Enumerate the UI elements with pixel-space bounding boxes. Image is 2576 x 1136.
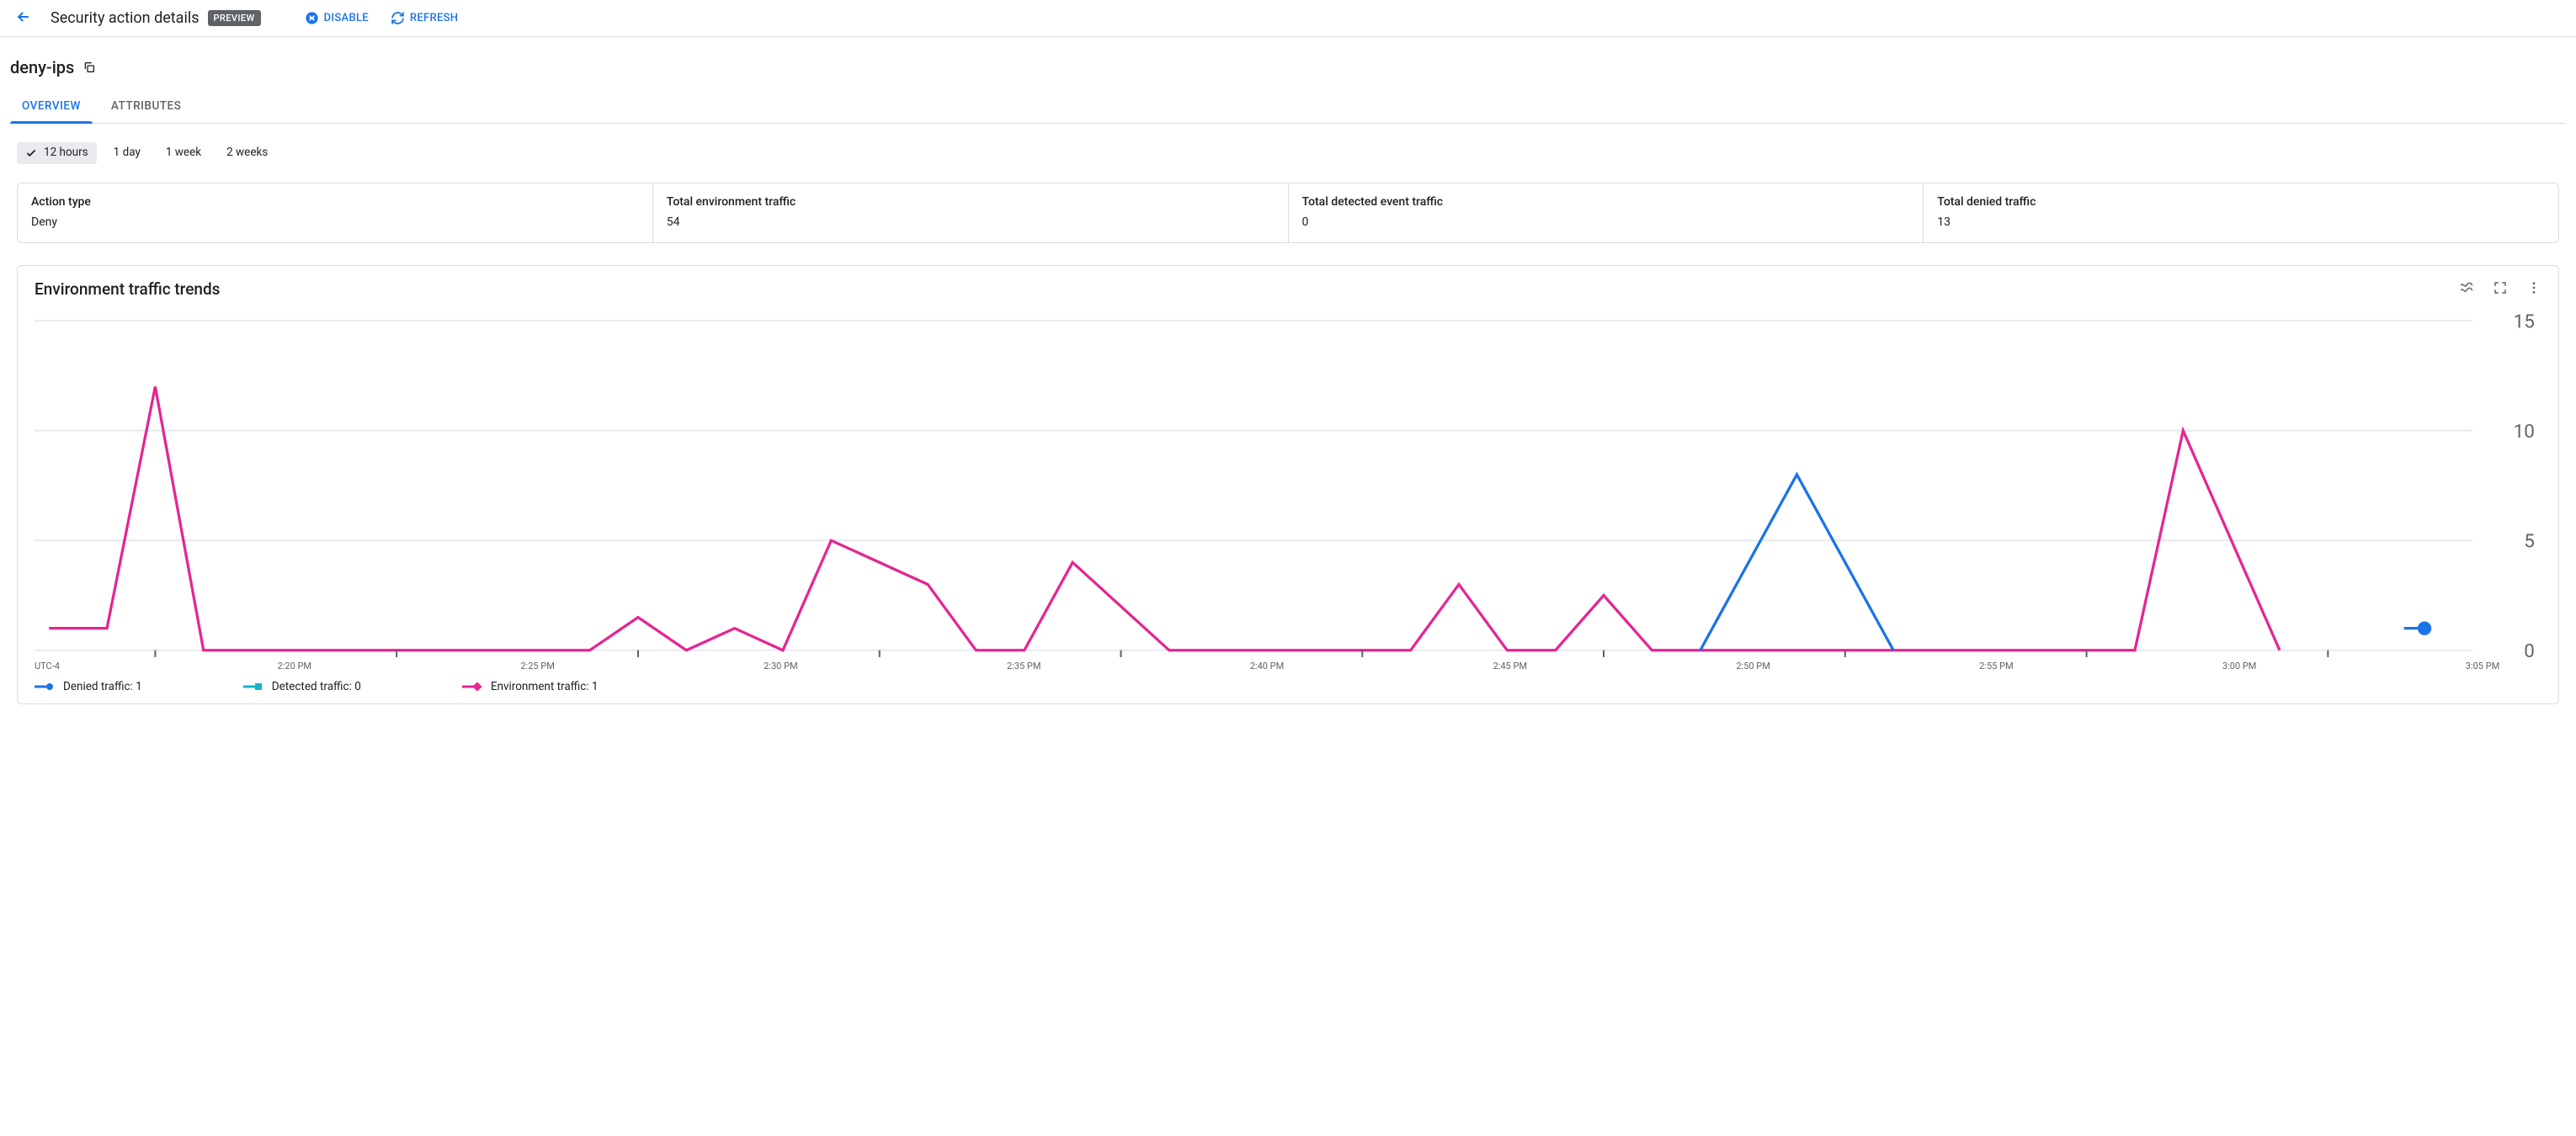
svg-text:0: 0: [2524, 640, 2535, 657]
legend-denied-value: 1: [136, 680, 142, 693]
back-button[interactable]: [12, 5, 35, 32]
summary-action-type: Action type Deny: [18, 183, 652, 242]
refresh-button[interactable]: REFRESH: [391, 11, 458, 25]
check-icon: [25, 147, 37, 159]
rule-name: deny-ips: [10, 57, 74, 77]
x-tick: 2:55 PM: [1971, 661, 2021, 672]
legend-detected[interactable]: Detected traffic: 0: [243, 680, 361, 693]
page-header: Security action details PREVIEW DISABLE …: [0, 0, 2576, 37]
range-1d-label: 1 day: [114, 147, 141, 159]
summary-env-traffic: Total environment traffic 54: [652, 183, 1288, 242]
x-tick: 2:25 PM: [513, 661, 563, 672]
x-tick: 2:40 PM: [1242, 661, 1292, 672]
page-title: Security action details: [51, 9, 200, 27]
summary-row: Action type Deny Total environment traff…: [17, 183, 2559, 243]
summary-env-traffic-value: 54: [667, 215, 1275, 229]
legend-icon: [2459, 280, 2474, 295]
range-1w-label: 1 week: [166, 147, 201, 159]
summary-action-type-value: Deny: [31, 215, 639, 229]
x-tick: 2:20 PM: [269, 661, 320, 672]
legend-detected-value: 0: [354, 680, 361, 693]
disable-label: DISABLE: [324, 12, 369, 24]
chart-legend-toggle[interactable]: [2459, 280, 2474, 299]
summary-env-traffic-label: Total environment traffic: [667, 195, 1275, 209]
summary-denied: Total denied traffic 13: [1923, 183, 2558, 242]
chart-x-axis: UTC-4 2:20 PM 2:25 PM 2:30 PM 2:35 PM 2:40 P…: [35, 661, 2541, 672]
legend-denied-swatch: [35, 682, 56, 692]
summary-detected-value: 0: [1302, 215, 1910, 229]
fullscreen-icon: [2493, 280, 2508, 295]
range-12h[interactable]: 12 hours: [17, 142, 97, 164]
chart-plot: 0 5 10 15: [35, 314, 2541, 657]
svg-text:15: 15: [2514, 314, 2535, 332]
arrow-left-icon: [15, 8, 32, 25]
chart-timezone: UTC-4: [35, 661, 77, 672]
range-2w-label: 2 weeks: [226, 147, 268, 159]
range-1w[interactable]: 1 week: [157, 142, 210, 164]
x-tick: 2:45 PM: [1485, 661, 1535, 672]
legend-denied-label: Denied traffic: [63, 680, 130, 693]
tabs: OVERVIEW ATTRIBUTES: [10, 99, 2566, 124]
chart-legend: Denied traffic: 1 Detected traffic: 0 En…: [35, 680, 2541, 693]
summary-detected-label: Total detected event traffic: [1302, 195, 1910, 209]
chart-more-menu[interactable]: [2526, 280, 2541, 299]
svg-text:10: 10: [2514, 421, 2535, 443]
legend-denied[interactable]: Denied traffic: 1: [35, 680, 142, 693]
tab-attributes[interactable]: ATTRIBUTES: [111, 99, 181, 123]
x-tick: 3:05 PM: [2457, 661, 2508, 672]
legend-environment-value: 1: [592, 680, 599, 693]
legend-environment[interactable]: Environment traffic: 1: [462, 680, 599, 693]
copy-icon: [82, 61, 96, 74]
legend-environment-swatch: [462, 682, 484, 692]
range-12h-label: 12 hours: [44, 147, 88, 159]
x-tick: 3:00 PM: [2214, 661, 2265, 672]
refresh-label: REFRESH: [410, 12, 458, 24]
chart-card: Environment traffic trends 051015 UTC-4 …: [17, 265, 2559, 704]
svg-text:5: 5: [2524, 530, 2535, 552]
summary-action-type-label: Action type: [31, 195, 639, 209]
legend-detected-label: Detected traffic: [272, 680, 349, 693]
tab-overview[interactable]: OVERVIEW: [22, 99, 81, 123]
legend-detected-swatch: [243, 682, 265, 692]
x-tick: 2:30 PM: [755, 661, 806, 672]
preview-badge: PREVIEW: [208, 10, 261, 26]
summary-denied-label: Total denied traffic: [1937, 195, 2545, 209]
time-range-selector: 12 hours 1 day 1 week 2 weeks: [17, 142, 2559, 164]
chart-title: Environment traffic trends: [35, 279, 220, 299]
x-tick: 2:50 PM: [1728, 661, 1779, 672]
x-tick: 2:35 PM: [998, 661, 1049, 672]
range-1d[interactable]: 1 day: [105, 142, 149, 164]
disable-icon: [305, 11, 319, 25]
copy-name-button[interactable]: [82, 61, 96, 74]
range-2w[interactable]: 2 weeks: [218, 142, 276, 164]
chart-fullscreen[interactable]: [2493, 280, 2508, 299]
summary-detected: Total detected event traffic 0: [1288, 183, 1924, 242]
refresh-icon: [391, 11, 405, 25]
disable-button[interactable]: DISABLE: [305, 11, 369, 25]
legend-environment-label: Environment traffic: [491, 680, 586, 693]
more-vert-icon: [2526, 280, 2541, 295]
summary-denied-value: 13: [1937, 215, 2545, 229]
